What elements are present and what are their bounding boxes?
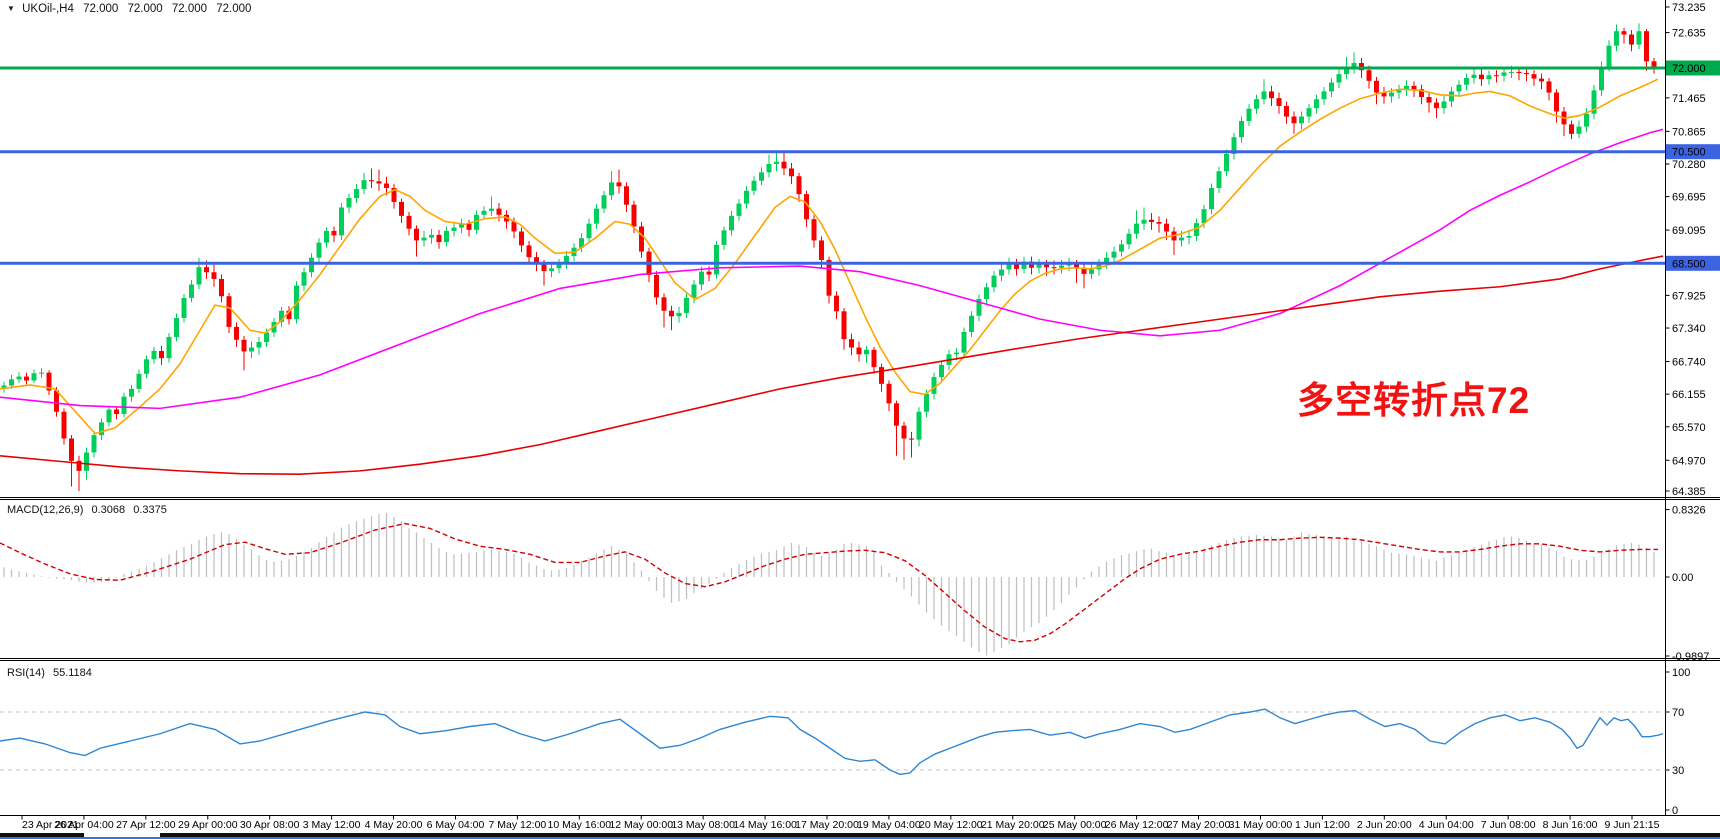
svg-text:17 May 20:00: 17 May 20:00: [795, 819, 859, 831]
svg-text:0.8326: 0.8326: [1672, 505, 1706, 517]
svg-text:64.970: 64.970: [1672, 455, 1706, 467]
svg-text:67.925: 67.925: [1672, 290, 1706, 302]
symbol-label: UKOil-,H4: [22, 3, 74, 15]
svg-text:7 May 12:00: 7 May 12:00: [488, 819, 546, 831]
svg-text:68.500: 68.500: [1672, 258, 1706, 270]
fast-ma-line: [0, 78, 1659, 435]
svg-text:1 Jun 12:00: 1 Jun 12:00: [1295, 819, 1350, 831]
svg-text:10 May 16:00: 10 May 16:00: [547, 819, 611, 831]
svg-text:69.095: 69.095: [1672, 225, 1706, 237]
taskbar-edge: [0, 837, 1720, 839]
svg-text:73.235: 73.235: [1672, 2, 1706, 14]
svg-text:12 May 00:00: 12 May 00:00: [609, 819, 673, 831]
svg-text:70.280: 70.280: [1672, 159, 1706, 171]
svg-text:72.000: 72.000: [1672, 63, 1706, 75]
svg-text:66.155: 66.155: [1672, 389, 1706, 401]
price-axis[interactable]: 73.235 72.635 71.465 70.865 70.280 69.695 69.0…: [1665, 2, 1720, 498]
macd-main-value: 0.3068: [91, 504, 126, 516]
svg-text:26 May 12:00: 26 May 12:00: [1105, 819, 1169, 831]
svg-text:30 Apr 08:00: 30 Apr 08:00: [240, 819, 300, 831]
rsi-indicator-info: RSI(14) 55.1184: [7, 667, 97, 679]
svg-text:19 May 04:00: 19 May 04:00: [857, 819, 921, 831]
svg-text:70.500: 70.500: [1672, 147, 1706, 159]
svg-text:27 May 20:00: 27 May 20:00: [1167, 819, 1231, 831]
ohlc-low: 72.000: [171, 3, 208, 15]
svg-text:0.00: 0.00: [1672, 572, 1693, 584]
svg-text:69.695: 69.695: [1672, 192, 1706, 204]
svg-text:14 May 16:00: 14 May 16:00: [733, 819, 797, 831]
annotation-text[interactable]: 多空转折点72: [1297, 380, 1531, 421]
ohlc-open: 72.000: [83, 3, 119, 15]
svg-text:65.570: 65.570: [1672, 422, 1706, 434]
ohlc-close: 72.000: [216, 3, 252, 15]
macd-pane: [0, 513, 1658, 656]
window-bottom-edge-gap: [84, 833, 160, 837]
svg-text:26 Apr 04:00: 26 Apr 04:00: [54, 819, 114, 831]
svg-text:7 Jun 08:00: 7 Jun 08:00: [1481, 819, 1536, 831]
rsi-pane: [0, 708, 1666, 776]
svg-text:100: 100: [1672, 667, 1690, 679]
svg-text:70.865: 70.865: [1672, 126, 1706, 138]
svg-text:23 Apr 2021: 23 Apr 2021: [22, 819, 79, 831]
rsi-axis[interactable]: 100 70 30 0: [1665, 667, 1691, 817]
svg-text:70: 70: [1672, 707, 1684, 719]
svg-text:4 Jun 04:00: 4 Jun 04:00: [1419, 819, 1474, 831]
svg-text:8 Jun 16:00: 8 Jun 16:00: [1543, 819, 1598, 831]
ohlc-high: 72.000: [127, 3, 163, 15]
svg-text:64.385: 64.385: [1672, 486, 1706, 498]
svg-text:72.635: 72.635: [1672, 28, 1706, 40]
macd-axis[interactable]: 0.8326 0.00 -0.9897: [1665, 505, 1710, 663]
slow-ma-line: [0, 255, 1664, 476]
rsi-label: RSI(14): [7, 667, 45, 679]
window-bottom-edge: [0, 833, 1720, 837]
svg-text:30: 30: [1672, 765, 1684, 777]
svg-text:2 Jun 20:00: 2 Jun 20:00: [1357, 819, 1412, 831]
macd-indicator-info: MACD(12,26,9) 0.3068 0.3375: [7, 504, 172, 516]
svg-text:21 May 20:00: 21 May 20:00: [981, 819, 1045, 831]
candles: [1, 23, 1657, 491]
svg-text:66.740: 66.740: [1672, 357, 1706, 369]
svg-text:0: 0: [1672, 805, 1678, 817]
macd-signal-value: 0.3375: [133, 504, 167, 516]
rsi-value: 55.1184: [52, 667, 92, 679]
symbol-dropdown-triangle-icon[interactable]: ▼: [7, 4, 15, 13]
svg-text:6 May 04:00: 6 May 04:00: [427, 819, 485, 831]
panel-borders: [0, 0, 1720, 816]
symbol-info: ▼ UKOil-,H4 72.000 72.000 72.000 72.000: [7, 3, 257, 15]
medium-ma-line: [0, 128, 1664, 410]
svg-text:20 May 12:00: 20 May 12:00: [919, 819, 983, 831]
svg-text:4 May 20:00: 4 May 20:00: [365, 819, 423, 831]
svg-text:9 Jun 21:15: 9 Jun 21:15: [1605, 819, 1660, 831]
svg-text:67.340: 67.340: [1672, 323, 1706, 335]
svg-text:31 May 00:00: 31 May 00:00: [1229, 819, 1293, 831]
svg-text:25 May 00:00: 25 May 00:00: [1043, 819, 1107, 831]
svg-text:-0.9897: -0.9897: [1672, 651, 1709, 663]
svg-text:71.465: 71.465: [1672, 93, 1706, 105]
macd-label: MACD(12,26,9): [7, 504, 84, 516]
svg-text:3 May 12:00: 3 May 12:00: [303, 819, 361, 831]
horizontal-lines[interactable]: [0, 66, 1666, 265]
svg-text:13 May 08:00: 13 May 08:00: [671, 819, 735, 831]
svg-text:29 Apr 00:00: 29 Apr 00:00: [178, 819, 238, 831]
svg-text:27 Apr 12:00: 27 Apr 12:00: [116, 819, 176, 831]
